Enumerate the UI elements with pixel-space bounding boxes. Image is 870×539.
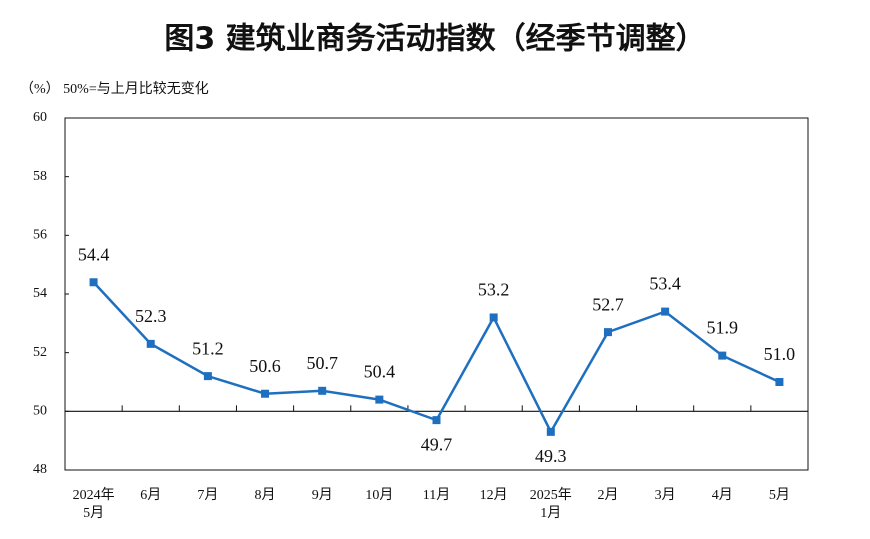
marker <box>775 378 784 386</box>
x-tick-label: 2月 <box>597 488 619 503</box>
x-tick-label: 11月 <box>422 488 451 503</box>
x-tick-label: 6月 <box>140 488 162 503</box>
data-label: 49.3 <box>535 446 567 466</box>
marker <box>603 328 612 337</box>
data-label: 51.0 <box>764 344 796 364</box>
data-label: 50.6 <box>249 356 281 376</box>
marker <box>489 313 498 322</box>
x-tick-label: 12月 <box>479 488 508 503</box>
y-tick-label: 48 <box>33 462 47 477</box>
data-label: 52.7 <box>592 294 624 314</box>
data-label: 51.2 <box>192 338 224 358</box>
marker <box>432 416 441 425</box>
data-label: 53.2 <box>478 280 510 300</box>
chart-subtitle: （%） 50%=与上月比较无变化 <box>20 81 209 97</box>
marker <box>318 386 327 395</box>
x-tick-label: 3月 <box>654 488 676 503</box>
y-tick-label: 60 <box>33 110 47 125</box>
x-tick-label: 4月 <box>711 488 733 503</box>
marker <box>661 307 670 316</box>
x-tick-label: 9月 <box>311 488 333 503</box>
x-tick-label: 5月 <box>768 488 790 503</box>
x-tick-label: 8月 <box>254 488 276 503</box>
y-tick-label: 58 <box>33 169 47 184</box>
y-tick-label: 54 <box>33 286 47 301</box>
data-label: 49.7 <box>421 434 453 454</box>
y-tick-label: 50 <box>33 404 47 419</box>
data-label: 52.3 <box>135 306 167 326</box>
data-label: 50.7 <box>306 353 338 373</box>
marker <box>375 395 384 404</box>
data-label: 54.4 <box>78 244 110 264</box>
x-tick-label: 2024年 5月 <box>72 488 115 521</box>
marker <box>203 372 212 381</box>
data-label: 53.4 <box>649 274 681 294</box>
chart-title: 图3 建筑业商务活动指数（经季节调整） <box>164 22 705 57</box>
marker <box>261 389 270 398</box>
data-label: 50.4 <box>364 362 396 382</box>
marker <box>146 339 155 348</box>
marker <box>718 351 727 360</box>
marker <box>89 278 98 287</box>
marker <box>546 427 555 436</box>
y-tick-label: 56 <box>33 228 47 243</box>
data-label: 51.9 <box>707 318 739 338</box>
x-tick-label: 10月 <box>365 488 394 503</box>
x-tick-label: 7月 <box>197 488 219 503</box>
y-tick-label: 52 <box>33 345 47 360</box>
x-tick-label: 2025年 1月 <box>529 488 572 521</box>
